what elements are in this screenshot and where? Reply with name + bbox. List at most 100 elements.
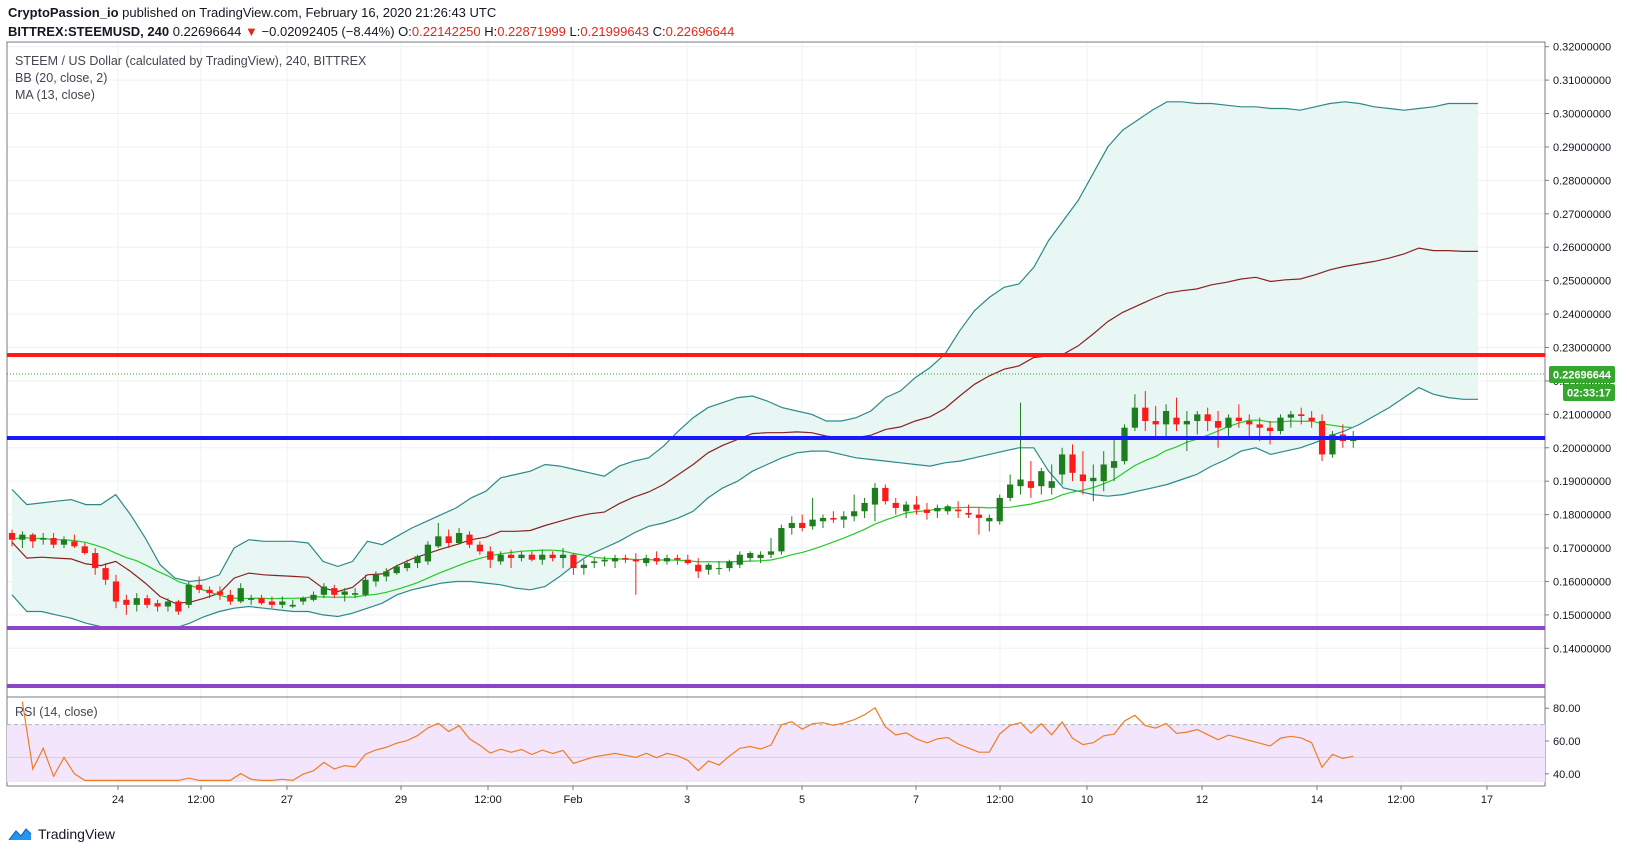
high-label: H: xyxy=(484,24,498,39)
y-tick-label: 0.21000000 xyxy=(1553,409,1611,421)
time-axis[interactable]: 24 12:00 27 29 12:00 Feb 3 5 7 12:00 10 12 14 12:00 17 xyxy=(112,786,1493,806)
candle-up xyxy=(539,554,546,560)
candle-down xyxy=(965,512,972,515)
rsi-pane: 80.00 60.00 40.00 xyxy=(7,701,1581,782)
candle-up xyxy=(1194,414,1201,422)
candle-down xyxy=(81,546,88,554)
ma-legend[interactable]: MA (13, close) xyxy=(15,88,95,102)
candle-down xyxy=(653,558,660,562)
candle-down xyxy=(923,509,931,513)
open-label: O: xyxy=(398,24,412,39)
x-tick-label: 24 xyxy=(112,794,124,806)
x-tick-label: 12:00 xyxy=(474,794,502,806)
candle-down xyxy=(684,559,691,564)
close-value: 0.22696644 xyxy=(665,24,735,39)
candle-down xyxy=(8,532,16,540)
candle-down xyxy=(1173,417,1180,425)
y-tick-label: 0.16000000 xyxy=(1553,576,1611,588)
low-value: 0.21999643 xyxy=(580,24,650,39)
candle-up xyxy=(1058,454,1066,475)
candle-down xyxy=(445,536,452,544)
candle-up xyxy=(1329,434,1336,455)
y-tick-label: 0.23000000 xyxy=(1553,342,1611,354)
candle-up xyxy=(60,539,68,545)
candle-up xyxy=(289,604,296,607)
candle-up xyxy=(809,519,816,527)
symbol-label: BITTREX:STEEMUSD, 240 xyxy=(8,24,170,39)
rsi-tick-label: 60.00 xyxy=(1553,736,1581,748)
candle-up xyxy=(861,502,868,512)
close-label: C: xyxy=(652,24,666,39)
candle-down xyxy=(144,598,151,605)
candle-up xyxy=(403,563,411,569)
candle-up xyxy=(871,487,879,505)
bb-upper-band xyxy=(11,101,1478,583)
candle-down xyxy=(1069,454,1076,473)
candle-up xyxy=(1100,464,1107,482)
price-change: −0.02092405 (−8.44%) xyxy=(261,24,395,39)
candle-down xyxy=(1152,421,1159,425)
x-tick-label: 29 xyxy=(395,794,407,806)
candle-up xyxy=(736,554,743,565)
rsi-tick-label: 40.00 xyxy=(1553,769,1581,781)
y-tick-label: 0.28000000 xyxy=(1553,175,1611,187)
candle-up xyxy=(705,564,712,570)
price-axis[interactable]: 0.32000000 0.31000000 0.30000000 0.29000000… xyxy=(1545,42,1611,656)
y-tick-label: 0.15000000 xyxy=(1553,610,1611,622)
x-tick-label: 12 xyxy=(1196,794,1208,806)
candle-up xyxy=(986,517,993,522)
candle-up xyxy=(840,516,847,520)
candle-up xyxy=(788,522,795,528)
x-tick-label: 12:00 xyxy=(1387,794,1415,806)
candle-down xyxy=(955,509,962,512)
tradingview-logo-icon[interactable] xyxy=(8,826,32,842)
y-tick-label: 0.18000000 xyxy=(1553,510,1611,522)
candle-down xyxy=(206,589,213,594)
x-tick-label: 27 xyxy=(281,794,293,806)
candle-up xyxy=(1017,479,1024,487)
candle-down xyxy=(102,568,109,580)
candle-up xyxy=(903,504,910,512)
candle-down xyxy=(1235,417,1242,422)
candle-up xyxy=(40,538,47,540)
bb-legend[interactable]: BB (20, close, 2) xyxy=(15,71,107,85)
candle-up xyxy=(300,598,307,602)
candle-up xyxy=(133,598,140,605)
candle-down xyxy=(50,538,57,545)
candle-up xyxy=(372,574,380,582)
candle-up xyxy=(1162,410,1170,425)
y-tick-label: 0.29000000 xyxy=(1553,142,1611,154)
candle-up xyxy=(414,556,421,564)
candle-up xyxy=(819,517,827,522)
y-tick-label: 0.27000000 xyxy=(1553,209,1611,221)
candle-down xyxy=(570,554,577,569)
price-badges: 0.22696644 02:33:17 xyxy=(1549,366,1615,401)
published-text: published on TradingView.com, February 1… xyxy=(118,5,497,20)
candle-up xyxy=(1121,427,1128,462)
tradingview-brand[interactable]: TradingView xyxy=(38,826,116,842)
candle-up xyxy=(851,511,858,517)
candle-down xyxy=(528,554,535,560)
candle-up xyxy=(757,554,764,559)
publisher-name[interactable]: CryptoPassion_io xyxy=(8,5,119,20)
candle-up xyxy=(237,588,244,602)
candle-up xyxy=(778,527,785,552)
x-tick-label: 7 xyxy=(913,794,919,806)
candle-down xyxy=(487,551,494,560)
x-tick-label: Feb xyxy=(564,794,583,806)
candle-up xyxy=(944,506,951,512)
candle-up xyxy=(164,601,172,607)
candle-up xyxy=(1277,417,1284,432)
rsi-legend[interactable]: RSI (14, close) xyxy=(15,705,98,719)
y-tick-label: 0.20000000 xyxy=(1553,443,1611,455)
candle-down xyxy=(175,601,182,612)
candle-up xyxy=(19,534,26,540)
candle-down xyxy=(227,594,234,602)
candle-down xyxy=(1298,414,1305,417)
candle-down xyxy=(632,559,639,562)
candle-up xyxy=(455,532,463,544)
y-tick-label: 0.31000000 xyxy=(1553,75,1611,87)
candle-down xyxy=(466,534,473,545)
rsi-line xyxy=(21,701,1354,782)
